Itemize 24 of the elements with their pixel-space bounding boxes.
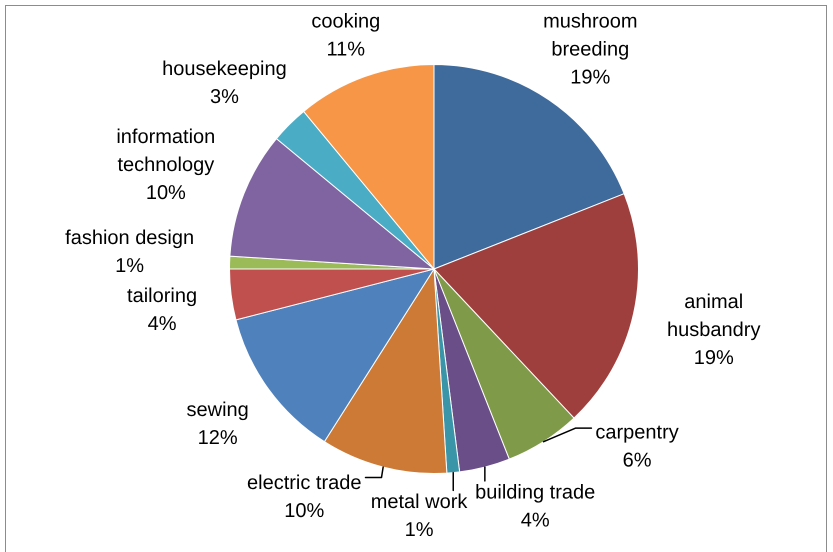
data-label: 4% — [148, 313, 177, 336]
slice-label: sewing — [186, 398, 249, 421]
slice-label: animal husbandry — [667, 291, 760, 342]
data-label: 1% — [115, 255, 144, 278]
slice-label: information technology — [116, 126, 216, 176]
slice-label: building trade — [475, 481, 596, 504]
data-label: 3% — [210, 86, 240, 108]
slice-label: metal work — [370, 490, 468, 513]
data-label: 4% — [520, 509, 550, 532]
data-label: 19% — [570, 66, 611, 89]
data-label: 10% — [146, 182, 186, 204]
slice-label: mushroom breeding — [543, 10, 638, 61]
data-label: 11% — [326, 38, 366, 61]
slice-label: fashion design — [65, 227, 194, 250]
slice-label: tailoring — [127, 285, 198, 308]
slice-label: carpentry — [595, 422, 679, 444]
data-label: 12% — [198, 426, 238, 449]
data-label: 10% — [284, 500, 324, 522]
slice-label: housekeeping — [162, 58, 287, 80]
data-label: 1% — [404, 518, 434, 541]
data-label: 6% — [622, 450, 652, 472]
slice-label: electric trade — [247, 472, 362, 494]
data-label: 19% — [694, 347, 734, 370]
slice-label: cooking — [311, 10, 380, 33]
